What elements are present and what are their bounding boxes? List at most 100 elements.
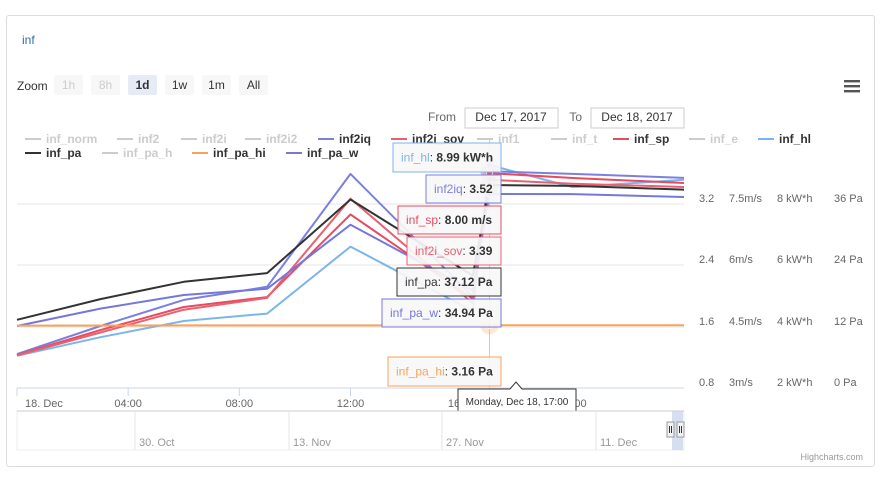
chart-legend: inf_norm inf2 inf2i inf2i2 inf2iq inf2i_sov in…	[25, 132, 811, 160]
from-date-value: Dec 17, 2017	[475, 110, 547, 124]
range-button-label: 1h	[62, 78, 75, 92]
y-axis-3-tick: 2 kW*h	[777, 377, 812, 389]
series-line-inf_pa_w[interactable]	[16, 193, 685, 327]
tooltip-value: 3.39	[469, 244, 493, 258]
legend-label: inf_pa_hi	[213, 146, 266, 160]
to-label: To	[569, 110, 582, 124]
legend-label: inf2iq	[339, 132, 371, 146]
y-axis-4-tick: 24 Pa	[834, 254, 864, 266]
y-axis-3-tick: 6 kW*h	[777, 254, 812, 266]
hamburger-menu-icon[interactable]	[838, 76, 866, 98]
svg-text:inf_pa: 37.12 Pa: inf_pa: 37.12 Pa	[405, 275, 493, 289]
range-button-1d[interactable]: 1d	[128, 75, 157, 95]
credits-link[interactable]: Highcharts.com	[800, 452, 863, 462]
tooltip-inf2iq: inf2iq: 3.52	[425, 174, 502, 204]
legend-item-inf2i[interactable]: inf2i	[181, 132, 227, 146]
y-axis-3-tick: 4 kW*h	[777, 316, 812, 328]
tooltip-inf2i_sov: inf2i_sov: 3.39	[406, 236, 502, 266]
tooltip-series-name: inf2i_sov	[415, 244, 462, 258]
legend-label: inf_pa	[46, 146, 82, 160]
range-button-label: 8h	[99, 78, 112, 92]
from-label: From	[428, 110, 456, 124]
tooltip-series-name: inf_hl	[401, 151, 430, 165]
svg-text:inf_hl: 8.99 kW*h: inf_hl: 8.99 kW*h	[401, 151, 493, 165]
tooltip-inf_pa: inf_pa: 37.12 Pa	[396, 267, 502, 297]
navigator[interactable]: 30. Oct 13. Nov 27. Nov 11. Dec	[16, 410, 685, 451]
tooltip-inf_sp: inf_sp: 8.00 m/s	[397, 205, 502, 235]
legend-label: inf2i2	[266, 132, 298, 146]
range-button-8h[interactable]: 8h	[91, 75, 120, 95]
tooltip-series-name: inf_pa_w	[390, 306, 438, 320]
legend-item-inf2i2[interactable]: inf2i2	[245, 132, 298, 146]
legend-label: inf2	[138, 132, 160, 146]
from-date-input[interactable]: Dec 17, 2017	[464, 107, 559, 129]
legend-item-inf_norm[interactable]: inf_norm	[25, 132, 97, 146]
to-date-input[interactable]: Dec 18, 2017	[590, 107, 685, 129]
svg-text:inf_sp: 8.00 m/s: inf_sp: 8.00 m/s	[406, 213, 492, 227]
legend-item-inf2iq[interactable]: inf2iq	[318, 132, 371, 146]
y-axis-1-tick: 1.6	[699, 316, 714, 328]
tooltip-value: 34.94 Pa	[445, 306, 493, 320]
x-axis-tick-label: 18. Dec	[25, 398, 63, 410]
y-axis-4-tick: 0 Pa	[834, 377, 858, 389]
series-line-inf_pa[interactable]	[16, 184, 685, 321]
tooltip: inf_hl: 8.99 kW*h inf2iq: 3.52 inf_sp: 8.0…	[381, 142, 577, 414]
navigator-tick-label: 27. Nov	[446, 437, 484, 449]
legend-label: inf_pa_h	[123, 146, 172, 160]
x-axis-tick-label: 04:00	[114, 398, 142, 410]
y-axis-2-tick: 6m/s	[729, 254, 753, 266]
range-button-1m[interactable]: 1m	[202, 75, 231, 95]
range-button-label: All	[247, 78, 260, 92]
y-axes: 0.8 1.6 2.4 3.2 3m/s 4.5m/s 6m/s 7.5m/s 2 kW*h 4 …	[699, 193, 864, 389]
range-button-1h[interactable]: 1h	[54, 75, 83, 95]
navigator-tick-label: 30. Oct	[139, 437, 174, 449]
tooltip-value: 3.52	[469, 182, 493, 196]
y-axis-1-tick: 3.2	[699, 193, 714, 205]
legend-label: inf_norm	[46, 132, 97, 146]
navigator-handle[interactable]	[676, 421, 685, 438]
range-button-all[interactable]: All	[239, 75, 268, 95]
legend-item-inf_pa_hi[interactable]: inf_pa_hi	[192, 146, 266, 160]
legend-label: inf_sp	[634, 132, 669, 146]
y-axis-3-tick: 8 kW*h	[777, 193, 812, 205]
legend-item-inf1[interactable]: inf1	[477, 132, 520, 146]
zoom-label: Zoom	[17, 79, 48, 93]
legend-item-inf_e[interactable]: inf_e	[689, 132, 738, 146]
panel-title: inf	[22, 33, 35, 47]
legend-item-inf_sp[interactable]: inf_sp	[613, 132, 669, 146]
legend-label: inf2i	[202, 132, 227, 146]
series-line-inf2i_sov[interactable]	[16, 178, 685, 357]
tooltip-value: 37.12 Pa	[444, 275, 492, 289]
tooltip-series-name: inf_pa_hi	[396, 365, 445, 379]
navigator-handle[interactable]	[666, 421, 675, 438]
legend-label: inf_hl	[779, 132, 811, 146]
tooltip-header: Monday, Dec 18, 17:00	[457, 381, 577, 414]
series-line-inf2iq[interactable]	[16, 170, 685, 356]
range-button-1w[interactable]: 1w	[165, 75, 194, 95]
tooltip-value: 8.00 m/s	[445, 213, 493, 227]
legend-item-inf_hl[interactable]: inf_hl	[758, 132, 811, 146]
svg-text:inf2i_sov: 3.39: inf2i_sov: 3.39	[415, 244, 493, 258]
legend-item-inf2[interactable]: inf2	[117, 132, 160, 146]
legend-item-inf_t[interactable]: inf_t	[551, 132, 597, 146]
legend-item-inf_pa_h[interactable]: inf_pa_h	[102, 146, 172, 160]
legend-label: inf_t	[572, 132, 597, 146]
tooltip-inf_pa_w: inf_pa_w: 34.94 Pa	[381, 298, 502, 328]
tooltip-series-name: inf_pa	[405, 275, 438, 289]
range-selector-buttons: 1h 8h 1d 1w 1m All	[54, 75, 268, 95]
legend-item-inf_pa[interactable]: inf_pa	[25, 146, 82, 160]
tooltip-inf_hl: inf_hl: 8.99 kW*h	[392, 142, 502, 173]
legend-label: inf_pa_w	[307, 146, 359, 160]
svg-text:inf_pa_w: 34.94 Pa: inf_pa_w: 34.94 Pa	[390, 306, 493, 320]
legend-item-inf_pa_w[interactable]: inf_pa_w	[286, 146, 359, 160]
y-axis-2-tick: 3m/s	[729, 377, 753, 389]
tooltip-series-name: inf_sp	[406, 213, 438, 227]
legend-label: inf_e	[710, 132, 738, 146]
range-button-label: 1w	[172, 78, 188, 92]
tooltip-series-name: inf2iq	[434, 182, 463, 196]
range-button-label: 1d	[135, 78, 149, 92]
series-line-inf_sp[interactable]	[16, 172, 685, 356]
series-line-inf_hl[interactable]	[16, 164, 685, 357]
